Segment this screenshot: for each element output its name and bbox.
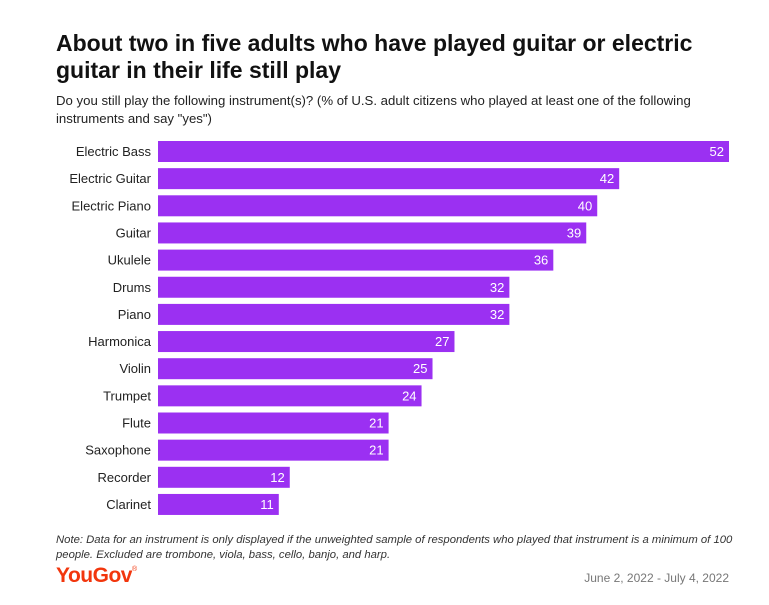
value-label-flute: 21 — [369, 416, 383, 431]
category-label-trumpet: Trumpet — [103, 388, 151, 403]
category-label-guitar: Guitar — [116, 225, 152, 240]
bar-piano — [158, 303, 510, 325]
value-label-harmonica: 27 — [435, 334, 449, 349]
value-label-clarinet: 11 — [260, 497, 274, 512]
category-label-drums: Drums — [113, 280, 152, 295]
bar-electric-guitar — [158, 168, 620, 190]
category-label-flute: Flute — [122, 416, 151, 431]
category-label-saxophone: Saxophone — [85, 443, 151, 458]
value-label-recorder: 12 — [270, 470, 284, 485]
value-label-guitar: 39 — [567, 225, 581, 240]
bar-recorder — [158, 466, 290, 488]
bar-guitar — [158, 222, 587, 244]
value-label-drums: 32 — [490, 280, 504, 295]
bar-electric-piano — [158, 195, 598, 217]
value-label-electric-bass: 52 — [710, 144, 724, 159]
value-label-electric-piano: 40 — [578, 198, 592, 213]
yougov-logo: YouGov® — [56, 564, 137, 588]
bar-chart: Electric Bass 52 Electric Guitar 42 Electric… — [69, 141, 729, 515]
category-label-recorder: Recorder — [98, 470, 152, 485]
bar-saxophone — [158, 439, 389, 461]
bar-trumpet — [158, 385, 422, 407]
value-label-electric-guitar: 42 — [600, 171, 614, 186]
fieldwork-date-range: June 2, 2022 - July 4, 2022 — [584, 571, 729, 585]
category-label-electric-bass: Electric Bass — [76, 144, 152, 159]
value-label-piano: 32 — [490, 307, 504, 322]
value-label-saxophone: 21 — [369, 443, 383, 458]
category-label-ukulele: Ukulele — [108, 253, 151, 268]
value-label-ukulele: 36 — [534, 253, 548, 268]
value-label-violin: 25 — [413, 361, 427, 376]
chart-subtitle: Do you still play the following instrume… — [56, 93, 691, 126]
bar-clarinet — [158, 493, 279, 515]
brand-name: YouGov — [56, 564, 132, 587]
bar-flute — [158, 412, 389, 434]
bar-harmonica — [158, 331, 455, 353]
category-label-electric-piano: Electric Piano — [72, 198, 151, 213]
footnote: Note: Data for an instrument is only dis… — [56, 534, 733, 561]
bar-ukulele — [158, 249, 554, 271]
category-label-violin: Violin — [119, 361, 151, 376]
category-label-clarinet: Clarinet — [106, 497, 151, 512]
bar-drums — [158, 276, 510, 298]
bar-electric-bass — [158, 141, 729, 162]
bar-violin — [158, 358, 433, 380]
category-label-piano: Piano — [118, 307, 151, 322]
value-label-trumpet: 24 — [402, 388, 416, 403]
category-label-electric-guitar: Electric Guitar — [69, 171, 151, 186]
registered-mark: ® — [131, 566, 137, 573]
category-label-harmonica: Harmonica — [88, 334, 152, 349]
chart-title: About two in five adults who have played… — [56, 30, 693, 83]
